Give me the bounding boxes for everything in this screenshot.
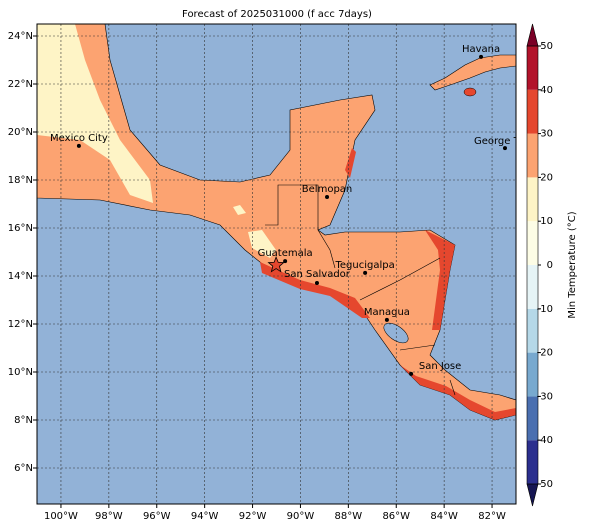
x-tick-label: 90°W	[287, 511, 315, 522]
colorbar-band	[527, 265, 538, 309]
colorbar-tick-label: -50	[537, 479, 553, 490]
x-tick-label: 96°W	[143, 511, 171, 522]
colorbar-tick-label: -30	[537, 391, 553, 402]
city-marker	[76, 143, 81, 148]
city-marker	[479, 54, 484, 59]
colorbar-tick-label: -20	[537, 348, 553, 359]
y-tick-label: 16°N	[8, 223, 33, 234]
colorbar-band	[527, 396, 538, 441]
y-tick-label: 6°N	[14, 463, 33, 474]
city-label: Mexico City	[50, 133, 108, 144]
city-label: Tegucigalpa	[334, 260, 394, 271]
island	[429, 54, 516, 91]
y-tick-label: 14°N	[8, 271, 33, 282]
city-label: George Town	[474, 136, 539, 147]
colorbar-tick-label: 30	[540, 129, 553, 140]
colorbar-tick-label: -10	[537, 304, 553, 315]
y-tick-label: 22°N	[8, 79, 33, 90]
city-label: Guatemala	[258, 248, 313, 259]
city-label: San Jose	[419, 361, 461, 372]
city-label: Havana	[462, 44, 500, 55]
island	[463, 87, 477, 97]
y-tick-label: 24°N	[8, 31, 33, 42]
city-marker	[384, 317, 389, 322]
map-title: Forecast of 2025031000 (f acc 7days)	[182, 9, 372, 20]
colorbar-tick-label: 40	[540, 85, 553, 96]
x-tick-label: 98°W	[95, 511, 123, 522]
colorbar-band	[527, 308, 538, 353]
y-tick-label: 20°N	[8, 127, 33, 138]
colorbar-tick-label: 10	[540, 216, 553, 227]
x-tick-label: 88°W	[335, 511, 363, 522]
colorbar-band	[527, 221, 538, 265]
warm-zone	[233, 205, 276, 258]
colorbar-band	[527, 440, 538, 484]
colorbar-tick-label: 50	[540, 41, 553, 52]
colorbar-band	[527, 352, 538, 397]
colorbar-band	[527, 177, 538, 222]
star-marker	[267, 256, 285, 273]
y-tick-label: 18°N	[8, 175, 33, 186]
map-area: Mexico City Havana George Town Belmopan Guat…	[37, 24, 539, 504]
colorbar-tick-label: 0	[547, 260, 553, 271]
city-label: Managua	[364, 307, 410, 318]
colorbar-tick-label: -40	[537, 435, 553, 446]
city-marker	[363, 270, 368, 275]
y-tick-label: 10°N	[8, 367, 33, 378]
y-tick-label: 8°N	[14, 415, 33, 426]
x-tick-label: 86°W	[382, 511, 410, 522]
y-tick-label: 12°N	[8, 319, 33, 330]
hot-zone	[260, 148, 516, 420]
x-tick-label: 84°W	[430, 511, 458, 522]
x-tick-label: 92°W	[239, 511, 267, 522]
city-marker	[325, 195, 330, 200]
city-label: Belmopan	[302, 184, 352, 195]
colorbar-tick-label: 20	[540, 172, 553, 183]
x-tick-label: 82°W	[478, 511, 506, 522]
colorbar-label: Min Temperature (°C)	[567, 211, 578, 318]
map-frame	[36, 23, 517, 505]
city-label: San Salvador	[284, 269, 351, 280]
x-tick-label: 94°W	[191, 511, 219, 522]
warm-zone	[37, 24, 153, 203]
colorbar-extension	[526, 23, 539, 47]
city-marker	[409, 371, 414, 376]
city-marker	[283, 259, 288, 264]
x-tick-label: 100°W	[44, 511, 78, 522]
border	[265, 184, 456, 396]
colorbar-band	[527, 133, 538, 178]
colorbar-band	[527, 46, 538, 90]
city-marker	[314, 280, 319, 285]
city-marker	[502, 146, 507, 151]
colorbar-band	[527, 89, 538, 134]
